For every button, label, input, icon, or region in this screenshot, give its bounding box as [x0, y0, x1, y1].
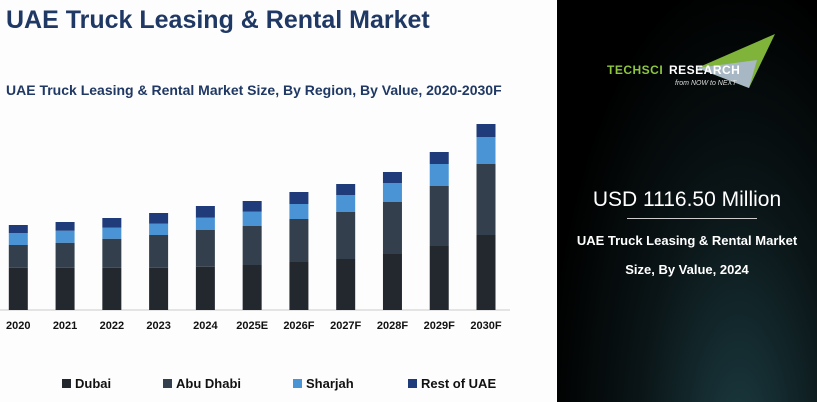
bar-sharjah-2026F	[289, 204, 309, 219]
bar-abu-dhabi-2021	[55, 242, 75, 268]
chart-panel: UAE Truck Leasing & Rental Market UAE Tr…	[0, 6, 556, 392]
x-tick-label: 2029F	[424, 320, 455, 332]
legend-label: Abu Dhabi	[176, 376, 241, 391]
bar-sharjah-2030F	[476, 137, 496, 164]
bar-rest-of-uae-2030F	[476, 124, 496, 137]
bar-abu-dhabi-2027F	[336, 212, 356, 259]
chart-title: UAE Truck Leasing & Rental Market Size, …	[6, 82, 502, 98]
bar-sharjah-2023	[149, 223, 169, 235]
market-value: USD 1116.50 Million	[592, 188, 782, 211]
techsci-logo: TECHSCI RESEARCH from NOW to NEXT	[607, 34, 775, 88]
bar-rest-of-uae-2028F	[382, 172, 402, 183]
bar-rest-of-uae-2027F	[336, 184, 356, 195]
bar-abu-dhabi-2029F	[429, 186, 449, 246]
bar-abu-dhabi-2030F	[476, 164, 496, 235]
bar-dubai-2029F	[429, 246, 449, 310]
legend-item: Sharjah	[293, 376, 354, 391]
bar-sharjah-2020	[8, 233, 28, 245]
bar-abu-dhabi-2028F	[382, 202, 402, 254]
bar-dubai-2026F	[289, 262, 309, 310]
bar-sharjah-2021	[55, 230, 75, 243]
bar-rest-of-uae-2020	[8, 225, 28, 233]
bar-rest-of-uae-2029F	[429, 152, 449, 164]
legend-swatch	[408, 379, 417, 388]
legend-item: Dubai	[62, 376, 111, 391]
bar-dubai-2027F	[336, 259, 356, 310]
bar-sharjah-2029F	[429, 164, 449, 186]
bar-sharjah-2028F	[382, 183, 402, 202]
stacked-bar-chart: 2020 2021 2022 2023 2024 2025E 2026F 2027F 2028F…	[0, 124, 510, 332]
svg-text:from NOW to NEXT: from NOW to NEXT	[675, 80, 737, 87]
x-tick-label: 2030F	[470, 320, 501, 332]
x-tick-label: 2023	[146, 320, 170, 332]
legend-label: Sharjah	[306, 376, 354, 391]
bar-rest-of-uae-2024	[195, 206, 215, 218]
bar-sharjah-2022	[102, 227, 122, 239]
bar-dubai-2022	[102, 267, 122, 310]
bar-dubai-2024	[195, 266, 215, 310]
legend-swatch	[293, 379, 302, 388]
legend-item: Rest of UAE	[408, 376, 496, 391]
bar-dubai-2023	[149, 267, 169, 310]
legend-swatch	[163, 379, 172, 388]
bar-rest-of-uae-2026F	[289, 192, 309, 204]
bar-dubai-2025E	[242, 265, 262, 310]
bar-abu-dhabi-2026F	[289, 219, 309, 262]
legend-item: Abu Dhabi	[163, 376, 241, 391]
x-tick-label: 2026F	[283, 320, 314, 332]
bar-dubai-2030F	[476, 235, 496, 310]
x-tick-label: 2020	[6, 320, 30, 332]
bar-dubai-2020	[8, 267, 28, 310]
svg-text:RESEARCH: RESEARCH	[669, 63, 740, 77]
bar-abu-dhabi-2023	[149, 235, 169, 268]
x-tick-label: 2022	[100, 320, 124, 332]
legend-swatch	[62, 379, 71, 388]
bar-abu-dhabi-2024	[195, 230, 215, 267]
bar-rest-of-uae-2022	[102, 218, 122, 228]
x-tick-label: 2025E	[236, 320, 268, 332]
bar-dubai-2028F	[382, 254, 402, 310]
bar-abu-dhabi-2022	[102, 238, 122, 268]
x-tick-label: 2027F	[330, 320, 361, 332]
market-description-line1: UAE Truck Leasing & Rental Market	[576, 233, 798, 248]
bar-rest-of-uae-2021	[55, 222, 75, 231]
bar-dubai-2021	[55, 267, 75, 310]
legend-label: Dubai	[75, 376, 112, 391]
bar-sharjah-2027F	[336, 195, 356, 212]
legend: Dubai Abu Dhabi Sharjah Rest of UAE	[0, 376, 556, 392]
bar-rest-of-uae-2023	[149, 213, 169, 224]
svg-text:TECHSCI: TECHSCI	[607, 63, 663, 77]
x-tick-label: 2028F	[377, 320, 408, 332]
x-tick-label: 2021	[53, 320, 77, 332]
bar-sharjah-2024	[195, 217, 215, 230]
highlight-panel: TECHSCI RESEARCH from NOW to NEXT USD 11…	[557, 0, 817, 402]
bar-sharjah-2025E	[242, 211, 262, 226]
bar-abu-dhabi-2025E	[242, 226, 262, 265]
divider	[627, 218, 757, 219]
bar-rest-of-uae-2025E	[242, 201, 262, 212]
page-title: UAE Truck Leasing & Rental Market	[6, 6, 430, 34]
market-description-line2: Size, By Value, 2024	[625, 262, 749, 277]
bar-abu-dhabi-2020	[8, 245, 28, 268]
legend-label: Rest of UAE	[421, 376, 497, 391]
x-tick-label: 2024	[193, 320, 218, 332]
